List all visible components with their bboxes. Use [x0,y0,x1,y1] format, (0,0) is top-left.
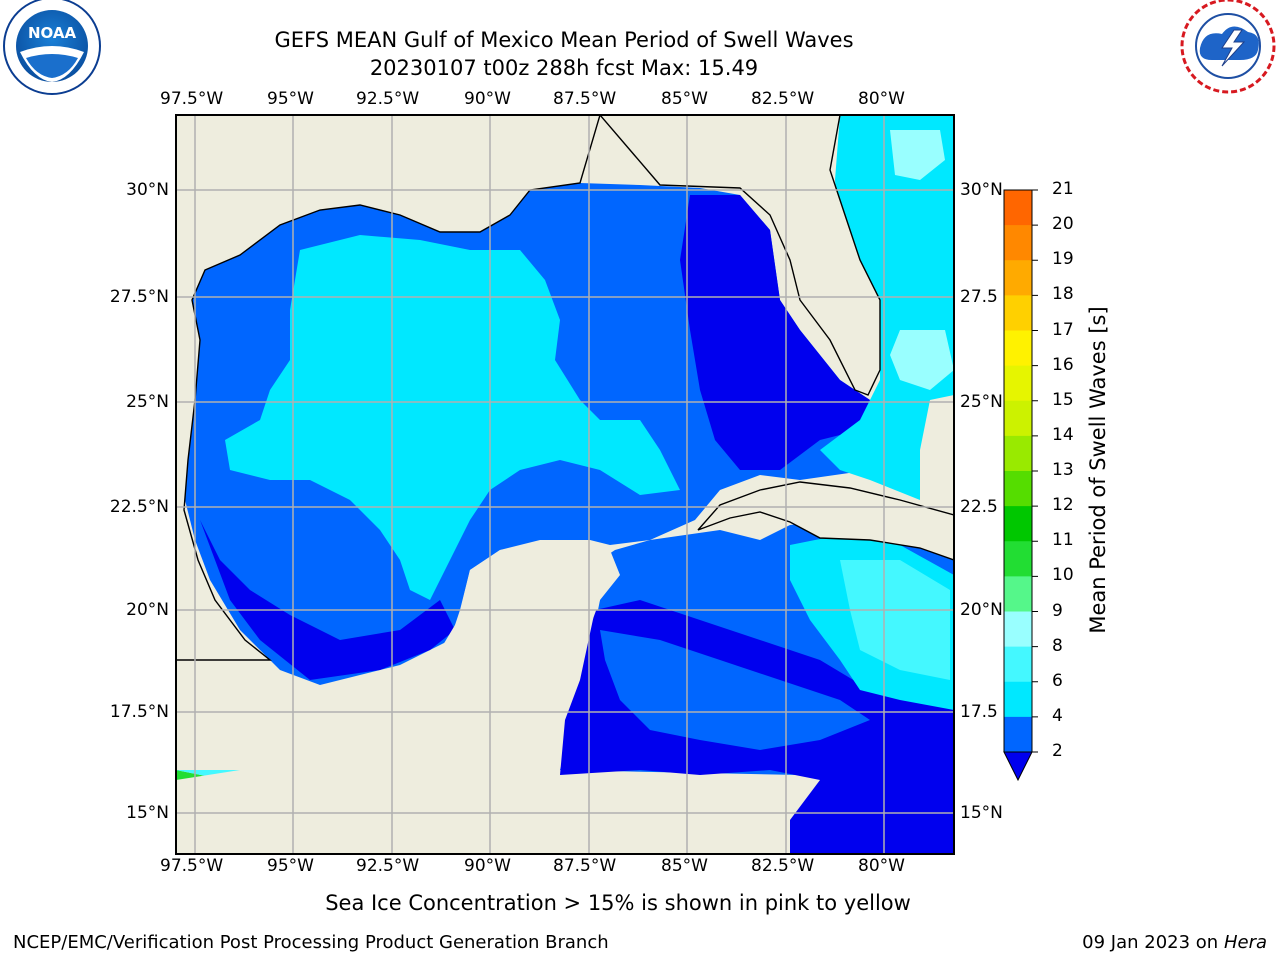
lon-label: 85°W [661,856,708,876]
caribbean-lighter-region [600,630,870,750]
colorbar-tick-label: 10 [1052,565,1074,586]
central-gulf-cyan-region [225,235,680,600]
graticule [176,115,954,854]
colorbar-tick-label: 8 [1052,635,1063,656]
lon-label: 95°W [267,856,314,876]
colorbar-tick-label: 11 [1052,530,1074,551]
run-date: 09 Jan 2023 on Hera [1082,932,1267,953]
colorbar [1003,189,1038,782]
lon-label: 92.5°W [356,856,420,876]
swell-period-field [176,115,954,854]
colorbar-tick-label: 16 [1052,354,1074,375]
lon-label: 80°W [858,856,905,876]
org-credit: NCEP/EMC/Verification Post Processing Pr… [13,932,609,953]
ice-note: Sea Ice Concentration > 15% is shown in … [0,891,1280,915]
chart-title: GEFS MEAN Gulf of Mexico Mean Period of … [274,28,854,52]
lat-label: 27.5 [960,287,998,307]
lat-label: 15°N [960,803,1003,823]
lon-label: 95°W [267,89,314,109]
colorbar-tick-label: 19 [1052,249,1074,270]
lon-label: 90°W [464,856,511,876]
colorbar-swatch [1004,225,1032,261]
lon-label: 85°W [661,89,708,109]
lat-label: 27.5°N [109,287,169,307]
noaa-logo-text: NOAA [28,24,77,42]
lat-label: 30°N [126,180,169,200]
colorbar-swatch [1004,541,1032,577]
colorbar-swatch [1004,716,1032,753]
us-mexico-land [176,115,601,661]
lon-label: 92.5°W [356,89,420,109]
colorbar-swatch [1004,506,1032,542]
colorbar-swatch [1004,365,1032,402]
lat-label: 17.5°N [109,702,169,722]
colorbar-swatch [1004,646,1032,683]
colorbar-tick-label: 18 [1052,284,1074,305]
colorbar-extend-arrow [1003,751,1033,782]
lat-label: 22.5°N [109,497,169,517]
colorbar-tick-label: 14 [1052,424,1074,445]
colorbar-swatch [1004,435,1032,472]
lon-label: 87.5°W [553,856,617,876]
lon-label: 90°W [464,89,511,109]
colorbar-swatch [1004,330,1032,367]
colorbar-tick-label: 21 [1052,179,1074,199]
lon-label: 82.5°W [751,89,815,109]
lon-label: 82.5°W [751,856,815,876]
colorbar-tick-label: 12 [1052,495,1074,516]
map-frame [175,114,955,855]
colorbar-swatch [1004,471,1032,507]
colorbar-swatch [1004,260,1032,296]
lat-label: 25°N [960,392,1003,412]
lat-label: 30°N [960,180,1003,200]
colorbar-swatch [1004,400,1032,437]
ice-note-text: Sea Ice Concentration > 15% is shown in … [325,891,911,915]
colorbar-tick-label: 17 [1052,319,1074,340]
lon-label: 87.5°W [553,89,617,109]
yucatan-land [176,545,620,854]
lat-label: 17.5 [960,702,998,722]
lat-label: 25°N [126,392,169,412]
lat-label: 22.5 [960,497,998,517]
colorbar-tick-label: 15 [1052,389,1074,410]
lat-label: 20°N [126,600,169,620]
colorbar-tick-label: 9 [1052,600,1063,621]
atlantic-cyan-region [820,115,954,500]
colorbar-tick-label: 20 [1052,214,1074,235]
machine-name: Hera [1223,932,1267,953]
florida-land [599,115,954,396]
colorbar-swatch [1004,190,1032,226]
central-america-land [540,775,790,854]
lat-label: 15°N [126,803,169,823]
colorbar-label: Mean Period of Swell Waves [s] [1086,306,1110,634]
colorbar-swatch [1004,681,1032,718]
caribbean-light-region [840,560,950,680]
cuba-land [697,481,954,561]
colorbar-tick-label: 4 [1052,705,1063,726]
colorbar-swatch [1004,611,1032,648]
lon-label: 97.5°W [160,856,224,876]
atlantic-light-region [890,130,954,390]
colorbar-tick-label: 13 [1052,460,1074,480]
run-date-text: 09 Jan 2023 on [1082,932,1224,953]
lon-label: 80°W [858,89,905,109]
colorbar-tick-label: 2 [1052,741,1063,761]
colorbar-swatch [1004,295,1032,331]
nws-logo [1180,0,1276,94]
colorbar-swatch [1004,576,1032,612]
colorbar-tick-label: 6 [1052,670,1063,691]
lat-label: 20°N [960,600,1003,620]
noaa-logo: NOAA [3,0,101,95]
chart-subtitle: 20230107 t00z 288h fcst Max: 15.49 [369,56,759,80]
lon-label: 97.5°W [160,89,224,109]
